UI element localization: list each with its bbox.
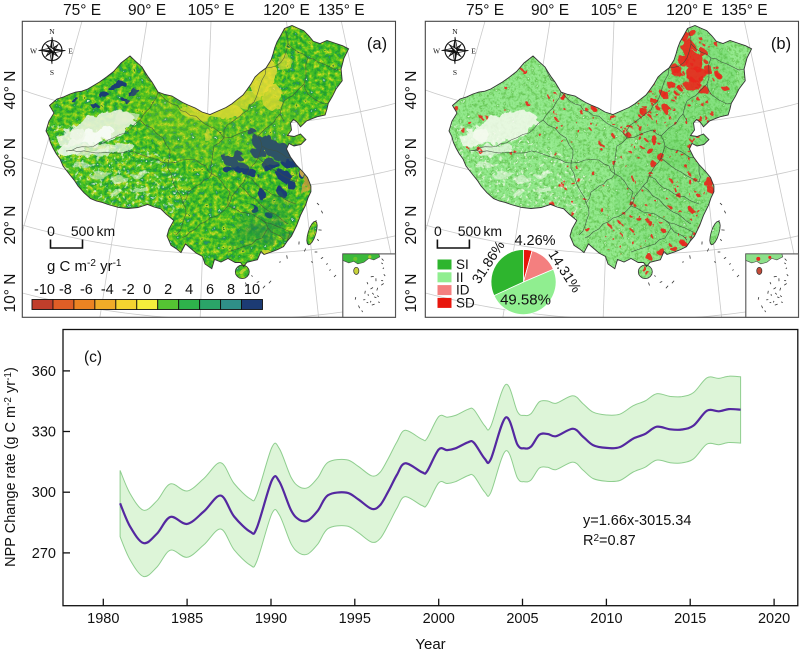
svg-text:2000: 2000 (423, 611, 455, 627)
svg-text:-6: -6 (80, 282, 93, 298)
svg-text:300: 300 (32, 485, 56, 501)
svg-text:120° E: 120° E (263, 2, 310, 19)
svg-text:135° E: 135° E (721, 2, 768, 19)
svg-text:500: 500 (71, 223, 95, 239)
svg-text:km: km (97, 223, 116, 239)
svg-text:360: 360 (32, 364, 56, 380)
svg-text:75° E: 75° E (466, 2, 504, 19)
svg-text:105° E: 105° E (591, 2, 638, 19)
svg-text:105° E: 105° E (188, 2, 235, 19)
svg-text:-4: -4 (101, 282, 114, 298)
svg-text:2010: 2010 (590, 611, 622, 627)
svg-text:330: 330 (32, 425, 56, 441)
svg-text:S: S (50, 68, 54, 77)
svg-text:4.26%: 4.26% (514, 233, 555, 249)
svg-text:40° N: 40° N (2, 71, 19, 110)
svg-text:8: 8 (227, 282, 235, 298)
svg-text:49.58%: 49.58% (500, 292, 551, 309)
svg-text:0: 0 (143, 282, 151, 298)
svg-text:1990: 1990 (255, 611, 287, 627)
svg-text:1995: 1995 (339, 611, 371, 627)
svg-text:2005: 2005 (506, 611, 538, 627)
svg-text:1985: 1985 (171, 611, 203, 627)
svg-text:0: 0 (434, 223, 442, 239)
svg-text:N: N (49, 27, 55, 36)
svg-text:30° N: 30° N (2, 138, 19, 177)
svg-text:2: 2 (164, 282, 172, 298)
svg-text:0: 0 (47, 223, 55, 239)
svg-text:270: 270 (32, 546, 56, 562)
svg-text:E: E (68, 47, 73, 56)
svg-text:30° N: 30° N (403, 138, 420, 177)
svg-text:R2=0.87: R2=0.87 (583, 533, 636, 549)
svg-text:6: 6 (206, 282, 214, 298)
svg-text:E: E (471, 47, 476, 56)
svg-text:1980: 1980 (87, 611, 119, 627)
svg-text:90° E: 90° E (128, 2, 166, 19)
svg-text:SI: SI (456, 257, 469, 272)
svg-text:Year: Year (415, 636, 445, 651)
svg-text:10: 10 (244, 282, 260, 298)
svg-text:km: km (483, 223, 502, 239)
svg-text:g C m-2 yr-1: g C m-2 yr-1 (47, 258, 122, 275)
svg-text:W: W (30, 47, 38, 56)
svg-text:75° E: 75° E (63, 2, 101, 19)
svg-text:90° E: 90° E (531, 2, 569, 19)
svg-text:N: N (452, 27, 458, 36)
svg-text:20° N: 20° N (2, 206, 19, 245)
svg-text:S: S (453, 68, 457, 77)
svg-text:10° N: 10° N (403, 274, 420, 313)
svg-text:(c): (c) (84, 349, 102, 366)
svg-text:10° N: 10° N (2, 274, 19, 313)
svg-text:SD: SD (456, 295, 475, 310)
svg-text:II: II (456, 270, 464, 285)
svg-text:(b): (b) (771, 35, 791, 53)
svg-text:ID: ID (456, 283, 470, 298)
svg-text:500: 500 (458, 223, 482, 239)
svg-text:120° E: 120° E (666, 2, 713, 19)
svg-text:-10: -10 (34, 282, 55, 298)
svg-text:20° N: 20° N (403, 206, 420, 245)
svg-text:(a): (a) (367, 35, 387, 53)
svg-text:y=1.66x-3015.34: y=1.66x-3015.34 (583, 513, 691, 529)
svg-text:135° E: 135° E (318, 2, 365, 19)
svg-text:W: W (433, 47, 441, 56)
svg-text:2020: 2020 (758, 611, 790, 627)
svg-text:4: 4 (185, 282, 193, 298)
svg-text:40° N: 40° N (403, 71, 420, 110)
svg-text:2015: 2015 (674, 611, 706, 627)
svg-text:-2: -2 (122, 282, 135, 298)
svg-text:NPP Change rate (g C m-2 yr-1): NPP Change rate (g C m-2 yr-1) (3, 367, 19, 567)
svg-text:-8: -8 (59, 282, 72, 298)
